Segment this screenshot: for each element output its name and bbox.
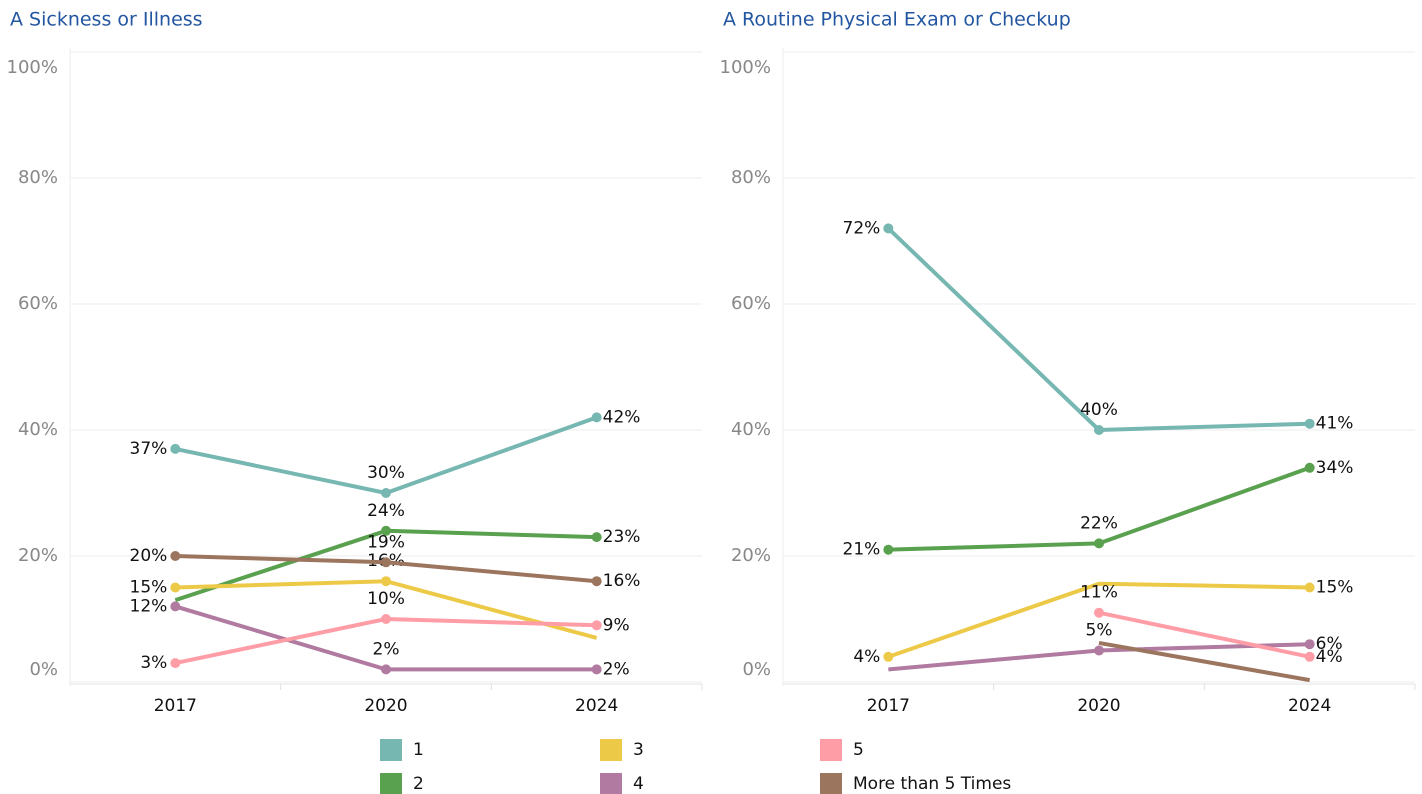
data-label: 2% xyxy=(603,659,630,679)
point xyxy=(1094,607,1104,618)
y-tick-label: 0% xyxy=(29,659,58,680)
series-line xyxy=(887,581,1310,659)
point xyxy=(883,544,894,555)
y-tick-label: 40% xyxy=(18,419,58,440)
x-tick-label: 2024 xyxy=(575,696,618,716)
legend-swatch xyxy=(820,739,842,761)
data-label: 24% xyxy=(367,501,405,521)
point xyxy=(591,620,602,631)
data-label: 16% xyxy=(603,571,641,591)
point xyxy=(1094,538,1104,549)
point xyxy=(591,532,602,543)
chart-title: A Sickness or Illness xyxy=(10,9,203,31)
data-label: 11% xyxy=(1080,583,1118,603)
y-tick-label: 20% xyxy=(731,545,771,566)
legend-swatch xyxy=(600,739,622,761)
data-label: 15% xyxy=(130,578,168,598)
series-line xyxy=(1098,610,1311,659)
data-label: 12% xyxy=(130,596,168,616)
data-label: 37% xyxy=(130,439,168,459)
series-line xyxy=(888,465,1311,552)
legend-label: 1 xyxy=(413,740,424,760)
data-label: 20% xyxy=(130,546,168,566)
data-label: 9% xyxy=(603,615,630,635)
data-label: 41% xyxy=(1316,414,1354,434)
data-label: 42% xyxy=(603,407,641,427)
y-tick-label: 100% xyxy=(7,57,58,78)
legend-label: 3 xyxy=(633,740,644,760)
legend-swatch xyxy=(600,773,622,794)
data-label: 4% xyxy=(853,647,880,667)
point xyxy=(170,443,181,454)
point xyxy=(381,614,391,624)
y-tick-label: 40% xyxy=(731,419,771,440)
legend-swatch xyxy=(380,739,402,761)
point xyxy=(381,664,391,675)
point xyxy=(1094,425,1104,435)
x-tick-label: 2024 xyxy=(1288,696,1331,716)
point xyxy=(381,488,391,498)
point xyxy=(1094,645,1104,656)
x-tick-label: 2017 xyxy=(867,696,910,716)
point xyxy=(1304,639,1315,650)
y-tick-label: 20% xyxy=(18,545,58,566)
legend-label: 2 xyxy=(413,774,424,794)
data-label: 4% xyxy=(1316,647,1343,667)
point xyxy=(591,664,602,675)
point xyxy=(1304,462,1315,473)
legend-swatch xyxy=(380,773,402,794)
point xyxy=(170,551,181,561)
point xyxy=(1304,418,1315,429)
y-tick-label: 80% xyxy=(731,167,771,188)
data-label: 72% xyxy=(843,218,881,238)
point xyxy=(883,223,894,234)
legend-label: More than 5 Times xyxy=(853,774,1011,794)
data-label: 40% xyxy=(1080,400,1118,420)
point xyxy=(1304,651,1315,662)
y-tick-label: 100% xyxy=(720,57,771,78)
point xyxy=(381,525,391,536)
point xyxy=(591,412,602,423)
data-label: 3% xyxy=(140,653,167,673)
chart-title: A Routine Physical Exam or Checkup xyxy=(723,9,1071,31)
data-label: 30% xyxy=(367,463,405,483)
x-tick-label: 2017 xyxy=(154,696,197,716)
series-line xyxy=(1098,640,1311,683)
data-label: 15% xyxy=(1316,578,1354,598)
data-label: 34% xyxy=(1316,458,1354,478)
point xyxy=(170,601,181,612)
point xyxy=(591,576,602,587)
data-label: 19% xyxy=(367,532,405,552)
data-label: 2% xyxy=(373,639,400,659)
x-tick-label: 2020 xyxy=(1077,696,1120,716)
point xyxy=(381,576,391,587)
data-label: 5% xyxy=(1086,621,1113,641)
point xyxy=(170,658,181,669)
point xyxy=(170,582,181,593)
data-label: 23% xyxy=(603,527,641,547)
y-tick-label: 0% xyxy=(742,659,771,680)
data-label: 21% xyxy=(843,540,881,560)
data-label: 10% xyxy=(367,589,405,609)
data-label: 6% xyxy=(1316,634,1343,654)
legend-label: 5 xyxy=(853,740,864,760)
y-tick-label: 80% xyxy=(18,167,58,188)
point xyxy=(1304,582,1315,593)
legend-label: 4 xyxy=(633,774,644,794)
point xyxy=(883,651,894,662)
point xyxy=(381,557,391,568)
data-label: 22% xyxy=(1080,513,1118,533)
y-tick-label: 60% xyxy=(18,293,58,314)
y-tick-label: 60% xyxy=(731,293,771,314)
legend-swatch xyxy=(820,773,842,794)
x-tick-label: 2020 xyxy=(364,696,407,716)
